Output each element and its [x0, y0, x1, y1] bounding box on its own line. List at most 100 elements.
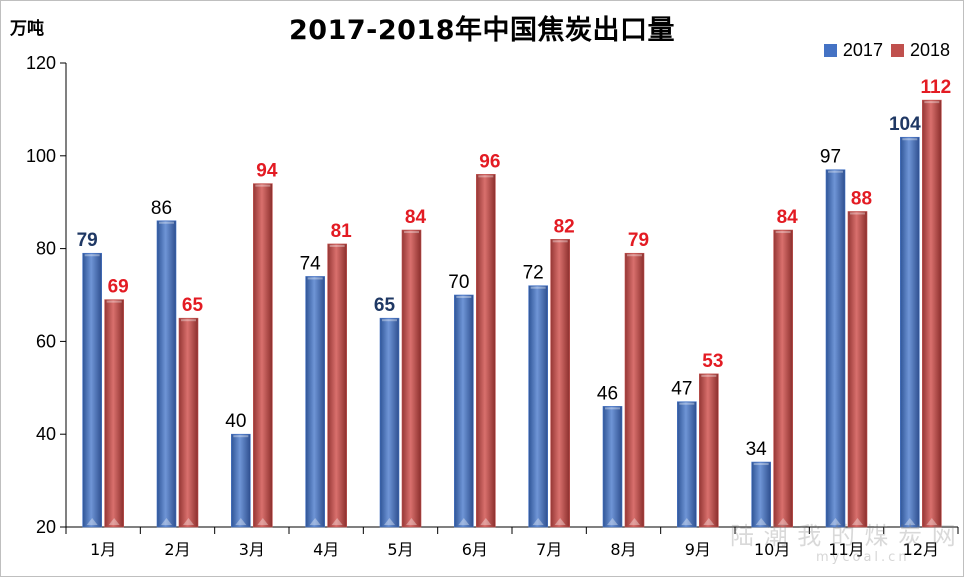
bar-2018-7: [550, 239, 570, 528]
bar-base-glint: [406, 518, 417, 525]
data-label-2018-6: 96: [479, 151, 500, 172]
data-label-2017-7: 72: [523, 263, 544, 284]
data-label-2018-9: 53: [702, 351, 723, 372]
bar-base-glint: [331, 518, 343, 525]
bar-2018-10: [773, 229, 793, 528]
x-tick-label: 1月: [90, 540, 116, 559]
legend-label-2018: 2018: [909, 40, 950, 60]
bar-highlight: [329, 244, 345, 247]
data-label-2018-7: 82: [554, 216, 575, 237]
data-label-2018-4: 81: [331, 221, 353, 242]
bar-highlight: [753, 463, 769, 466]
legend: 2017 2018: [823, 40, 950, 61]
bar-base-glint: [183, 518, 194, 525]
bar-highlight: [775, 231, 791, 234]
bar-base-glint: [384, 518, 395, 525]
bar-highlight: [552, 240, 568, 243]
data-labels: 79 86 40 74 65 70 72 46 47 34 97 104 69 65 94 81 84 96 82 7…: [77, 77, 952, 460]
bar-base-glint: [458, 518, 470, 525]
bar-highlight: [828, 170, 843, 173]
bar-2017-11: [825, 169, 846, 528]
x-tick-label: 9月: [685, 540, 711, 559]
bar-base-glint: [777, 518, 789, 525]
bar-highlight: [84, 254, 100, 257]
bar-base-glint: [755, 518, 767, 525]
data-label-2018-1: 69: [108, 277, 129, 298]
bar-base-glint: [830, 518, 841, 525]
bar-highlight: [924, 101, 940, 104]
bar-highlight: [181, 319, 196, 322]
x-tick-label: 5月: [387, 540, 413, 559]
x-tick-label: 3月: [239, 540, 265, 559]
bar-2017-3: [231, 433, 251, 528]
bar-highlight: [478, 175, 494, 178]
data-label-2017-4: 74: [300, 253, 322, 274]
bar-2018-1: [104, 299, 124, 528]
data-label-2018-5: 84: [405, 207, 427, 228]
bar-base-glint: [852, 518, 863, 525]
data-label-2017-12: 104: [889, 114, 921, 135]
legend-item-2018: 2018: [890, 40, 950, 61]
bar-highlight: [902, 138, 918, 141]
bar-base-glint: [681, 518, 693, 525]
bar-base-glint: [257, 518, 269, 525]
bar-base-glint: [161, 518, 172, 525]
bar-base-glint: [235, 518, 247, 525]
bar-base-glint: [532, 518, 544, 525]
data-label-2017-6: 70: [448, 272, 469, 293]
data-label-2017-9: 47: [671, 379, 692, 400]
x-tick-label: 2月: [164, 540, 190, 559]
y-tick-label: 20: [36, 517, 56, 537]
bar-highlight: [307, 277, 323, 280]
bar-2018-5: [401, 229, 422, 528]
y-tick-label: 80: [36, 239, 56, 259]
y-tick-label: 120: [26, 53, 56, 73]
bar-base-glint: [309, 518, 321, 525]
bar-2018-12: [922, 99, 942, 528]
bar-2017-10: [751, 461, 771, 528]
data-label-2017-1: 79: [77, 230, 98, 251]
legend-label-2017: 2017: [842, 40, 883, 60]
data-label-2017-5: 65: [374, 295, 396, 316]
bar-2018-11: [847, 211, 868, 528]
legend-swatch-2017: [823, 44, 837, 57]
data-label-2018-12: 112: [921, 77, 952, 98]
bar-2018-2: [178, 317, 199, 528]
bar-2017-7: [528, 285, 548, 528]
y-tick-label: 100: [26, 146, 56, 166]
bar-highlight: [701, 374, 717, 377]
data-label-2018-3: 94: [256, 161, 278, 182]
bar-base-glint: [703, 518, 715, 525]
bar-2017-1: [82, 252, 102, 528]
bar-2017-9: [677, 401, 697, 528]
bar-base-glint: [607, 518, 618, 525]
bar-highlight: [159, 221, 174, 224]
bar-base-glint: [629, 518, 640, 525]
data-label-2018-11: 88: [851, 188, 872, 209]
bar-2018-3: [253, 183, 273, 528]
bar-base-glint: [86, 518, 98, 525]
data-label-2017-3: 40: [225, 411, 246, 432]
bar-highlight: [233, 435, 249, 438]
bars: [82, 99, 942, 528]
legend-swatch-2018: [890, 44, 904, 57]
x-tick-label: 11月: [828, 540, 864, 559]
data-label-2017-11: 97: [820, 147, 841, 168]
bar-2017-4: [305, 276, 325, 528]
bar-2018-6: [476, 174, 496, 528]
data-label-2017-2: 86: [151, 198, 172, 219]
legend-item-2017: 2017: [823, 40, 883, 61]
bar-2017-5: [379, 317, 400, 528]
bar-highlight: [106, 300, 122, 303]
data-label-2018-2: 65: [182, 295, 204, 316]
bar-2017-8: [602, 406, 623, 528]
bar-highlight: [605, 407, 620, 410]
watermark-url: mycoal.cn: [816, 550, 910, 565]
bar-highlight: [679, 402, 695, 405]
y-tick-label: 40: [36, 424, 56, 444]
y-tick-label: 60: [36, 331, 56, 351]
data-label-2018-8: 79: [628, 230, 649, 251]
bar-highlight: [627, 254, 642, 257]
x-tick-label: 7月: [536, 540, 562, 559]
